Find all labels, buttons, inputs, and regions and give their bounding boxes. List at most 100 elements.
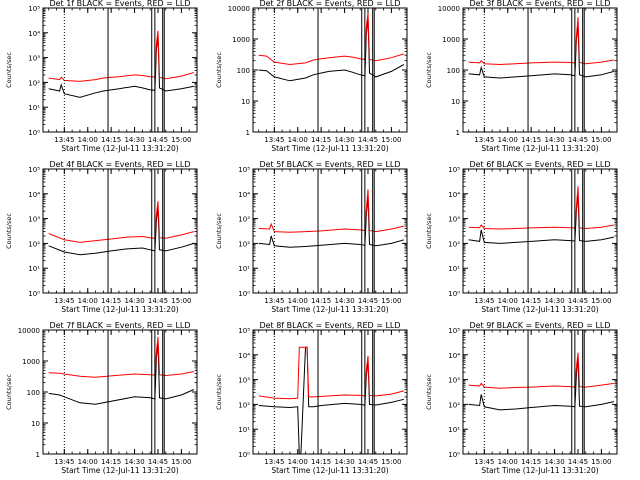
y-axis-label: Counts/sec <box>215 374 223 410</box>
x-tick-label: 13:45 <box>264 458 284 466</box>
y-tick-label: 10000 <box>18 327 40 335</box>
events-series-line <box>48 342 195 405</box>
y-tick-label: 10000 <box>438 5 460 13</box>
y-tick-label: 1 <box>36 451 40 459</box>
x-tick-label: 14:15 <box>101 136 121 144</box>
x-tick-label: 14:15 <box>311 136 331 144</box>
x-tick-label: 14:00 <box>78 458 98 466</box>
y-axis-label: Counts/sec <box>5 213 13 249</box>
x-axis-label: Start Time (12-Jul-11 13:31:20) <box>271 144 388 153</box>
x-tick-label: 15:00 <box>591 136 611 144</box>
x-tick-label: 14:45 <box>148 136 168 144</box>
y-tick-label: 10 <box>451 98 460 106</box>
x-tick-label: 14:00 <box>288 458 308 466</box>
x-tick-label: 14:00 <box>498 458 518 466</box>
x-axis-label: Start Time (12-Jul-11 13:31:20) <box>481 466 598 475</box>
x-tick-label: 14:15 <box>521 458 541 466</box>
panel-title: Det 8f BLACK = Events, RED = LLD <box>259 321 400 330</box>
panel-title: Det 5f BLACK = Events, RED = LLD <box>259 160 400 169</box>
y-tick-label: 10³ <box>448 377 460 385</box>
y-tick-label: 10000 <box>228 5 250 13</box>
x-tick-label: 14:15 <box>521 297 541 305</box>
x-tick-label: 14:30 <box>544 458 564 466</box>
y-tick-label: 10² <box>28 240 40 248</box>
y-tick-label: 10¹ <box>448 426 460 434</box>
x-tick-label: 14:30 <box>334 297 354 305</box>
detector-panels: Det 1f BLACK = Events, RED = LLD 10⁰ 10¹ 10… <box>5 0 618 475</box>
events-series-line <box>258 17 405 82</box>
y-tick-label: 10³ <box>28 55 40 63</box>
axes-frame <box>42 7 198 133</box>
y-tick-label: 10³ <box>238 377 250 385</box>
x-tick-label: 13:45 <box>474 297 494 305</box>
x-axis-label: Start Time (12-Jul-11 13:31:20) <box>61 305 178 314</box>
y-tick-label: 10³ <box>238 216 250 224</box>
y-axis-label: Counts/sec <box>425 213 433 249</box>
lld-series-line <box>258 12 405 66</box>
y-tick-label: 10⁰ <box>238 290 250 298</box>
x-tick-label: 14:30 <box>544 136 564 144</box>
x-tick-label: 14:15 <box>101 458 121 466</box>
y-tick-label: 1000 <box>442 36 460 44</box>
x-tick-label: 13:45 <box>264 297 284 305</box>
x-tick-label: 14:15 <box>101 297 121 305</box>
y-tick-label: 10⁰ <box>28 129 40 137</box>
y-tick-label: 10⁴ <box>238 191 250 199</box>
y-axis-label: Counts/sec <box>215 52 223 88</box>
y-tick-label: 10⁴ <box>448 191 460 199</box>
panel-title: Det 7f BLACK = Events, RED = LLD <box>49 321 190 330</box>
y-tick-label: 10⁵ <box>238 166 250 174</box>
y-tick-label: 1 <box>456 129 460 137</box>
detector-panel: Det 9f BLACK = Events, RED = LLD 10⁰ 10¹ 10… <box>425 321 618 475</box>
panel-title: Det 2f BLACK = Events, RED = LLD <box>259 0 400 8</box>
x-tick-label: 14:30 <box>544 297 564 305</box>
x-tick-label: 14:30 <box>334 458 354 466</box>
panel-title: Det 9f BLACK = Events, RED = LLD <box>469 321 610 330</box>
panel-title: Det 6f BLACK = Events, RED = LLD <box>469 160 610 169</box>
x-tick-label: 15:00 <box>381 136 401 144</box>
x-tick-label: 15:00 <box>171 458 191 466</box>
x-tick-label: 14:30 <box>124 297 144 305</box>
x-tick-label: 14:45 <box>148 297 168 305</box>
x-tick-label: 15:00 <box>591 458 611 466</box>
x-tick-label: 13:45 <box>474 136 494 144</box>
lld-series-line <box>258 346 405 400</box>
x-tick-label: 14:45 <box>568 297 588 305</box>
y-tick-label: 10 <box>241 98 250 106</box>
x-tick-label: 15:00 <box>591 297 611 305</box>
x-tick-label: 15:00 <box>381 458 401 466</box>
y-tick-label: 10 <box>31 420 40 428</box>
x-tick-label: 14:45 <box>358 297 378 305</box>
x-tick-label: 14:45 <box>358 458 378 466</box>
detector-panel: Det 5f BLACK = Events, RED = LLD 10⁰ 10¹ 10… <box>215 160 408 314</box>
x-tick-label: 15:00 <box>171 297 191 305</box>
panel-title: Det 1f BLACK = Events, RED = LLD <box>49 0 190 8</box>
lld-series-line <box>48 336 194 378</box>
x-tick-label: 14:45 <box>358 136 378 144</box>
x-tick-label: 15:00 <box>171 136 191 144</box>
x-tick-label: 14:15 <box>521 136 541 144</box>
y-axis-label: Counts/sec <box>5 374 13 410</box>
x-tick-label: 14:45 <box>148 458 168 466</box>
y-axis-label: Counts/sec <box>425 374 433 410</box>
x-tick-label: 14:30 <box>124 458 144 466</box>
y-tick-label: 10⁴ <box>28 191 40 199</box>
x-tick-label: 14:45 <box>568 458 588 466</box>
y-axis-label: Counts/sec <box>215 213 223 249</box>
y-axis-label: Counts/sec <box>5 52 13 88</box>
x-tick-label: 13:45 <box>54 297 74 305</box>
lld-series-line <box>48 201 195 243</box>
y-tick-label: 10⁴ <box>238 352 250 360</box>
x-tick-label: 14:00 <box>498 136 518 144</box>
x-tick-label: 14:15 <box>311 458 331 466</box>
x-tick-label: 14:00 <box>498 297 518 305</box>
x-axis-label: Start Time (12-Jul-11 13:31:20) <box>271 466 388 475</box>
y-tick-label: 10² <box>28 79 40 87</box>
x-axis-label: Start Time (12-Jul-11 13:31:20) <box>271 305 388 314</box>
events-series-line <box>48 206 195 256</box>
panel-title: Det 4f BLACK = Events, RED = LLD <box>49 160 190 169</box>
y-tick-label: 10¹ <box>238 265 250 273</box>
x-tick-label: 13:45 <box>264 136 284 144</box>
